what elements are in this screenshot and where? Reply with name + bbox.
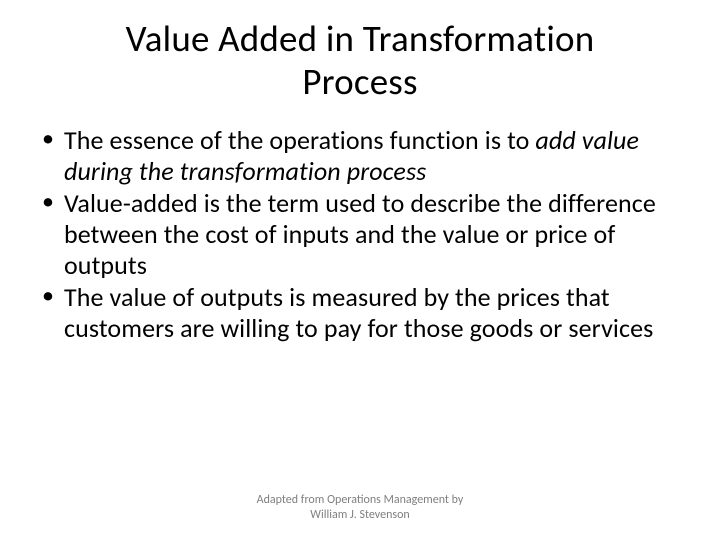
- footer-line-1: Adapted from Operations Management by: [0, 493, 720, 507]
- bullet-item: The essence of the operations function i…: [38, 125, 682, 186]
- bullet-item: The value of outputs is measured by the …: [38, 282, 682, 343]
- footer-line-2: William J. Stevenson: [0, 508, 720, 522]
- slide: Value Added in Transformation Process Th…: [0, 0, 720, 540]
- slide-footer: Adapted from Operations Management by Wi…: [0, 493, 720, 522]
- bullet-text-prefix: Value-added is the term used to describe…: [64, 187, 656, 280]
- slide-title: Value Added in Transformation Process: [0, 0, 720, 103]
- bullet-text-prefix: The value of outputs is measured by the …: [64, 281, 653, 344]
- bullet-list: The essence of the operations function i…: [38, 125, 682, 344]
- bullet-item: Value-added is the term used to describe…: [38, 188, 682, 280]
- slide-body: The essence of the operations function i…: [0, 103, 720, 344]
- bullet-text-prefix: The essence of the operations function i…: [64, 124, 535, 156]
